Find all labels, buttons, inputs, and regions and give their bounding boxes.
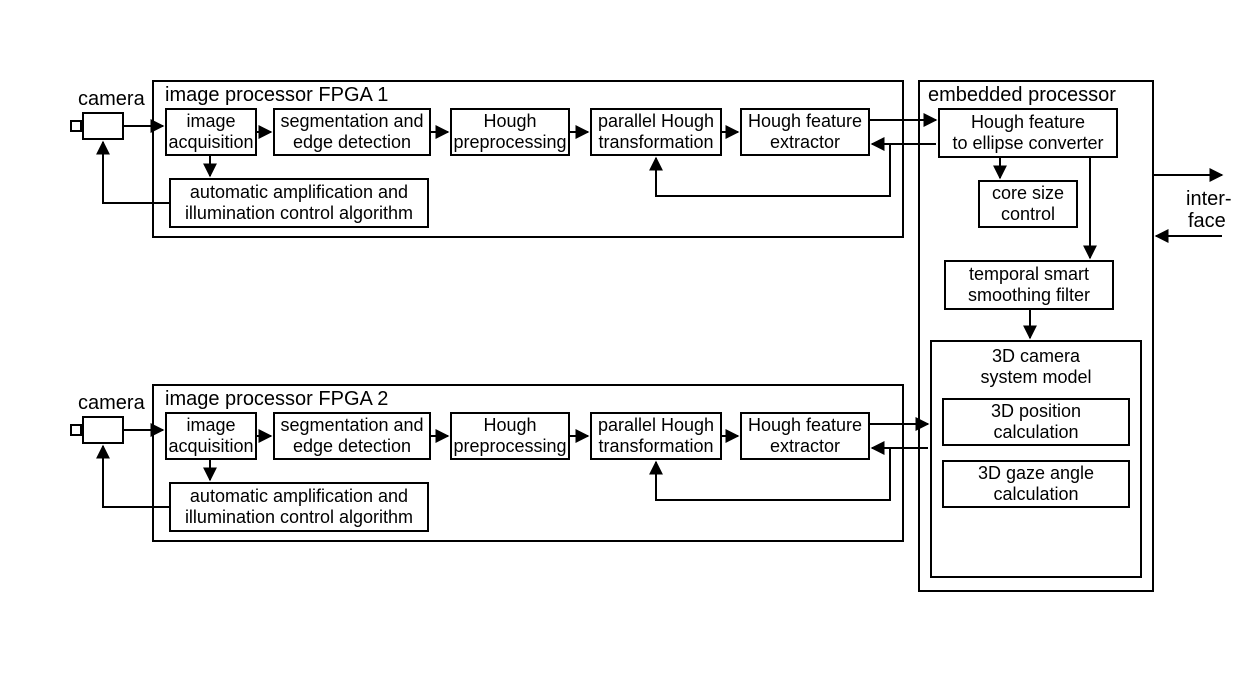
emb-h2e-label: Hough feature to ellipse converter <box>952 112 1103 153</box>
fpga2-amp-illum-label: automatic amplification and illumination… <box>185 486 413 527</box>
fpga2-hough-pre-label: Hough preprocessing <box>453 415 566 456</box>
camera1-icon <box>82 112 124 140</box>
camera1-lens <box>70 120 82 132</box>
emb-tsmooth-label: temporal smart smoothing filter <box>968 264 1090 305</box>
fpga2-title: image processor FPGA 2 <box>165 388 388 411</box>
camera2-lens <box>70 424 82 436</box>
interface-label-1: inter- <box>1186 188 1232 211</box>
emb-core: core size control <box>978 180 1078 228</box>
fpga1-img-acq: image acquisition <box>165 108 257 156</box>
fpga1-h-feat: Hough feature extractor <box>740 108 870 156</box>
fpga1-par-hough: parallel Hough transformation <box>590 108 722 156</box>
fpga2-img-acq: image acquisition <box>165 412 257 460</box>
emb-pos3d: 3D position calculation <box>942 398 1130 446</box>
camera2-icon <box>82 416 124 444</box>
fpga2-img-acq-label: image acquisition <box>168 415 253 456</box>
fpga2-seg-edge-label: segmentation and edge detection <box>280 415 423 456</box>
fpga1-amp-illum-label: automatic amplification and illumination… <box>185 182 413 223</box>
fpga2-par-hough-label: parallel Hough transformation <box>598 415 714 456</box>
fpga1-seg-edge: segmentation and edge detection <box>273 108 431 156</box>
camera2-label: camera <box>78 392 145 415</box>
fpga2-amp-illum: automatic amplification and illumination… <box>169 482 429 532</box>
fpga2-h-feat-label: Hough feature extractor <box>748 415 862 456</box>
emb-cam3d-title: 3D camera system model <box>980 346 1091 387</box>
fpga2-hough-pre: Hough preprocessing <box>450 412 570 460</box>
emb-gaze3d: 3D gaze angle calculation <box>942 460 1130 508</box>
fpga2-par-hough: parallel Hough transformation <box>590 412 722 460</box>
fpga1-hough-pre: Hough preprocessing <box>450 108 570 156</box>
emb-core-label: core size control <box>992 183 1064 224</box>
camera1-label: camera <box>78 88 145 111</box>
emb-h2e: Hough feature to ellipse converter <box>938 108 1118 158</box>
fpga1-par-hough-label: parallel Hough transformation <box>598 111 714 152</box>
fpga1-amp-illum: automatic amplification and illumination… <box>169 178 429 228</box>
fpga1-seg-edge-label: segmentation and edge detection <box>280 111 423 152</box>
emb-cam3d-container: 3D camera system model <box>930 340 1142 578</box>
fpga1-img-acq-label: image acquisition <box>168 111 253 152</box>
emb-gaze3d-label: 3D gaze angle calculation <box>978 463 1094 504</box>
emb-tsmooth: temporal smart smoothing filter <box>944 260 1114 310</box>
fpga1-title: image processor FPGA 1 <box>165 84 388 107</box>
fpga1-h-feat-label: Hough feature extractor <box>748 111 862 152</box>
fpga2-seg-edge: segmentation and edge detection <box>273 412 431 460</box>
fpga2-h-feat: Hough feature extractor <box>740 412 870 460</box>
emb-pos3d-label: 3D position calculation <box>991 401 1081 442</box>
fpga1-hough-pre-label: Hough preprocessing <box>453 111 566 152</box>
interface-label-2: face <box>1188 210 1226 233</box>
embedded-title: embedded processor <box>928 84 1116 107</box>
